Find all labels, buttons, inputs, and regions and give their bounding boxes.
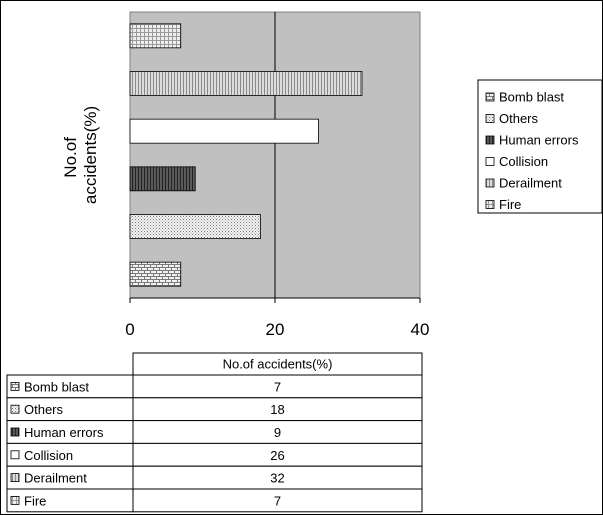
legend-swatch-human-errors (485, 135, 495, 145)
legend-swatch-derailment (485, 178, 495, 188)
legend-entry-derailment: Derailment (499, 176, 562, 191)
table-swatch-derailment (10, 473, 20, 483)
legend-entry-others: Others (499, 111, 539, 126)
table-row-label-human-errors: Human errors (24, 425, 104, 440)
table-value-bomb-blast: 7 (274, 379, 281, 394)
table-swatch-bomb-blast (10, 381, 20, 391)
bar-fire (129, 23, 182, 49)
legend-swatch-bomb-blast (485, 92, 495, 102)
table-value-human-errors: 9 (274, 425, 281, 440)
x-tick-labels: 0 20 40 (125, 320, 429, 339)
bar-bomb-blast (129, 261, 182, 287)
table-row-label-derailment: Derailment (24, 471, 87, 486)
y-axis-label: No.of accidents(%) (61, 106, 100, 204)
bar-human-errors (129, 166, 196, 192)
table-value-others: 18 (270, 402, 284, 417)
legend-entry-collision: Collision (499, 154, 548, 169)
legend-swatch-collision (485, 157, 495, 166)
bars (129, 23, 363, 287)
legend: Bomb blast Others Human errors Collision Der… (485, 90, 579, 212)
x-axis (129, 297, 421, 303)
legend-swatch-others (485, 114, 495, 123)
legend-entry-bomb-blast: Bomb blast (499, 90, 564, 105)
x-tick-label-40: 40 (411, 320, 430, 339)
y-axis-label-line-2: accidents(%) (81, 106, 100, 204)
legend-entry-fire: Fire (499, 197, 521, 212)
x-tick-label-0: 0 (125, 320, 134, 339)
table-swatch-collision (10, 450, 20, 460)
table-swatch-others (10, 404, 20, 414)
x-tick-label-20: 20 (266, 320, 285, 339)
table-row-label-bomb-blast: Bomb blast (24, 379, 89, 394)
table-swatch-fire (10, 495, 20, 505)
table-row-label-collision: Collision (24, 448, 73, 463)
bar-derailment (129, 71, 363, 96)
bar-collision (129, 118, 319, 144)
table-value-collision: 26 (270, 448, 284, 463)
table-value-fire: 7 (274, 493, 281, 508)
legend-box (477, 79, 603, 214)
data-table: No.of accidents(%) Bomb blast 7 Others 18 Hum… (6, 352, 423, 513)
table-value-cell-fire (132, 488, 423, 513)
table-row-label-fire: Fire (24, 493, 46, 508)
y-axis-label-line-1: No.of (61, 137, 80, 178)
legend-swatch-fire (485, 200, 495, 209)
table-value-derailment: 32 (270, 471, 284, 486)
table-swatch-human-errors (10, 427, 20, 437)
table-row-label-others: Others (24, 402, 64, 417)
table-header: No.of accidents(%) (223, 357, 333, 372)
bar-others (129, 214, 261, 239)
legend-entry-human-errors: Human errors (499, 133, 579, 148)
